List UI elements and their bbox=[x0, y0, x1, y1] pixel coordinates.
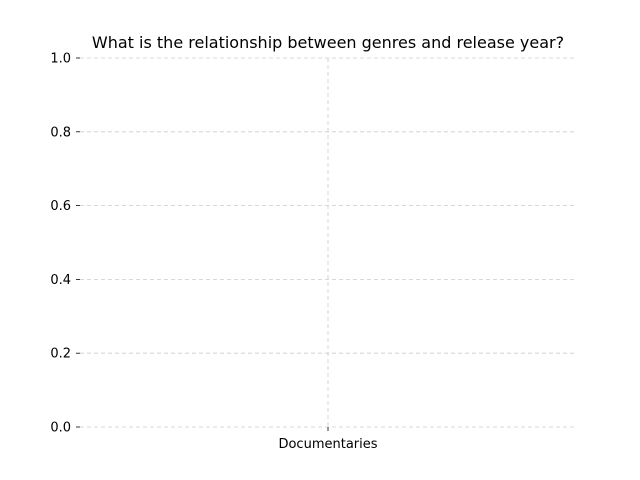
grid-lines bbox=[80, 57, 576, 428]
y-tick-label: 0.6 bbox=[50, 199, 71, 214]
y-tick-label: 0.2 bbox=[50, 347, 71, 362]
y-tick-label: 0.4 bbox=[50, 273, 71, 288]
y-tick-label: 1.0 bbox=[50, 52, 71, 67]
y-tick-label: 0.0 bbox=[50, 421, 71, 436]
x-tick-label: Documentaries bbox=[278, 437, 377, 452]
chart-title: What is the relationship between genres … bbox=[91, 33, 565, 52]
y-axis: 0.0 0.2 0.4 0.6 0.8 1.0 bbox=[50, 52, 80, 436]
x-axis: Documentaries bbox=[278, 427, 378, 452]
y-tick-label: 0.8 bbox=[50, 125, 71, 140]
